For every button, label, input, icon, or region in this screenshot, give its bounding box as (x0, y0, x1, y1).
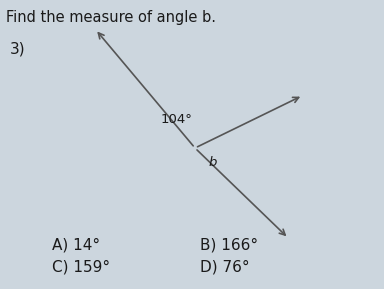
Text: D) 76°: D) 76° (200, 259, 250, 274)
Text: 104°: 104° (161, 113, 193, 126)
Text: Find the measure of angle b.: Find the measure of angle b. (6, 10, 216, 25)
Text: A) 14°: A) 14° (52, 237, 100, 252)
Text: b: b (209, 156, 217, 169)
Text: B) 166°: B) 166° (200, 237, 258, 252)
Text: C) 159°: C) 159° (52, 259, 110, 274)
Text: 3): 3) (10, 42, 26, 57)
